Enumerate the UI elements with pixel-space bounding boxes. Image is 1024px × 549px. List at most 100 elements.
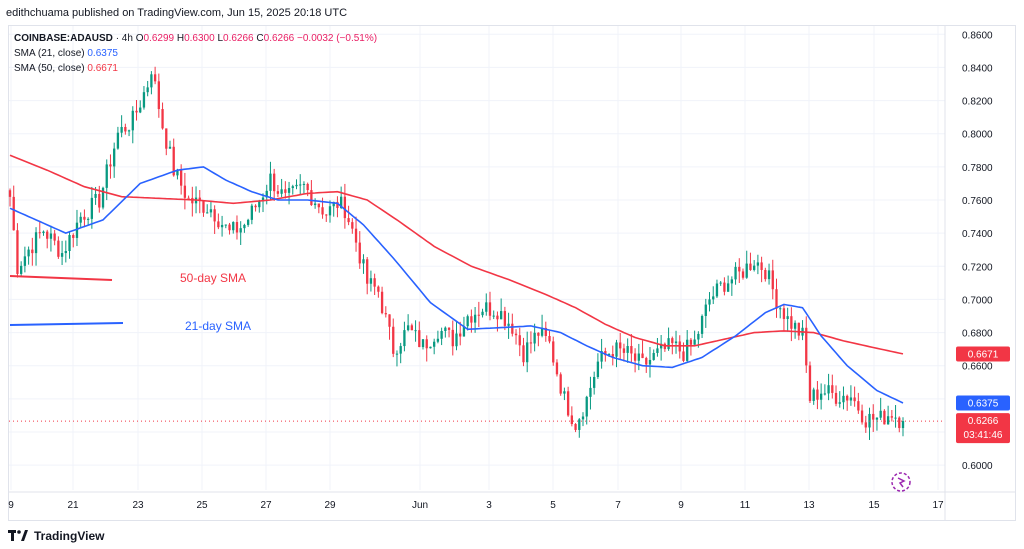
y-tick-label: 0.7400 <box>962 229 993 240</box>
candle-body <box>302 183 306 185</box>
y-tick-label: 0.8200 <box>962 97 993 108</box>
candle-body <box>347 218 350 223</box>
x-tick-label: 25 <box>196 500 208 511</box>
y-tick-label: 0.8000 <box>962 130 993 141</box>
candle-body <box>526 342 529 363</box>
candle-body <box>34 232 38 254</box>
candle-body <box>715 283 719 297</box>
candle-body <box>90 197 94 219</box>
sma21-annotation-text: 21-day SMA <box>185 319 251 333</box>
candle-body <box>105 164 108 188</box>
x-tick-label: 11 <box>740 500 751 511</box>
candle-body <box>336 201 339 208</box>
low-label: L <box>217 33 224 44</box>
replay-bolt-icon <box>897 477 906 488</box>
candle-body <box>816 389 819 400</box>
candle-body <box>165 128 168 149</box>
candle-body <box>901 421 905 429</box>
brand-name: TradingView <box>34 529 105 543</box>
candle-body <box>503 311 507 326</box>
candle-body <box>879 410 882 418</box>
candle-body <box>689 339 693 345</box>
y-tick-label: 0.7600 <box>962 196 993 207</box>
candle-body <box>749 263 752 270</box>
candle-body <box>723 282 726 292</box>
candle-body <box>57 240 60 257</box>
candle-body <box>570 415 573 425</box>
candle-body <box>146 87 149 93</box>
sma21-annotation-line <box>9 322 124 326</box>
footer-brand[interactable]: TradingView <box>8 529 104 543</box>
x-tick-label: 29 <box>324 500 336 511</box>
candle-body <box>75 222 79 238</box>
close-value: 0.6266 <box>263 33 295 44</box>
candle-body <box>611 354 614 357</box>
candle-body <box>775 289 778 309</box>
candle-body <box>760 262 763 270</box>
candle-body <box>734 266 737 280</box>
sma50-annotation-text: 50-day SMA <box>180 271 246 285</box>
candle-body <box>235 222 239 233</box>
x-tick-label: 3 <box>486 500 492 511</box>
candle-body <box>198 197 201 202</box>
candle-body <box>481 311 484 316</box>
candle-body <box>72 235 75 238</box>
candle-body <box>139 107 142 113</box>
candle-body <box>8 190 12 197</box>
candle-body <box>239 228 242 233</box>
candle-body <box>596 361 600 377</box>
candle-body <box>682 351 685 361</box>
y-tick-label: 0.7200 <box>962 262 993 273</box>
price-label-text-sma50: 0.6671 <box>968 349 999 360</box>
candle-body <box>153 74 157 82</box>
sma21-line <box>9 166 904 404</box>
replay-icon[interactable] <box>891 472 911 492</box>
candle-body <box>46 231 49 239</box>
symbol-name[interactable]: COINBASE:ADAUSD <box>14 33 113 44</box>
candle-body <box>686 339 689 361</box>
candle-body <box>228 224 231 231</box>
candle-body <box>492 315 495 317</box>
candle-body <box>403 330 406 347</box>
candle-body <box>86 218 90 220</box>
candle-body <box>898 417 901 429</box>
change-value: −0.0032 (−0.51%) <box>297 33 378 44</box>
candle-body <box>786 316 789 319</box>
candle-body <box>395 353 399 355</box>
sma50-row[interactable]: SMA (50, close) 0.6671 <box>14 61 377 76</box>
candle-body <box>473 314 477 323</box>
price-label-text-last: 0.6266 <box>968 416 999 427</box>
candle-body <box>857 401 860 411</box>
candle-body <box>421 339 425 348</box>
sma21-label: SMA (21, close) <box>14 48 85 59</box>
candle-body <box>585 396 588 417</box>
candle-body <box>373 278 376 287</box>
high-label: H <box>176 33 185 44</box>
x-tick-label: 27 <box>260 500 272 511</box>
candle-body <box>269 173 272 191</box>
sma21-row[interactable]: SMA (21, close) 0.6375 <box>14 46 377 61</box>
candle-body <box>340 196 343 208</box>
candle-body <box>600 351 603 362</box>
candle-body <box>142 92 146 108</box>
candle-body <box>127 130 131 132</box>
candle-body <box>659 343 663 349</box>
candle-body <box>101 187 105 208</box>
candle-body <box>206 212 209 214</box>
candle-body <box>697 333 700 340</box>
candle-body <box>429 346 432 349</box>
candle-body <box>287 188 291 193</box>
candle-body <box>157 81 160 110</box>
close-label: C <box>256 33 264 44</box>
x-tick-label: 21 <box>67 500 79 511</box>
candle-body <box>180 169 183 186</box>
interval[interactable]: 4h <box>121 33 133 44</box>
candle-body <box>455 333 458 347</box>
candle-body <box>626 346 629 353</box>
x-tick-label: 13 <box>803 500 815 511</box>
candle-body <box>98 193 101 208</box>
x-tick-label: 23 <box>132 500 144 511</box>
candle-body <box>890 416 893 418</box>
candle-body <box>704 304 707 316</box>
